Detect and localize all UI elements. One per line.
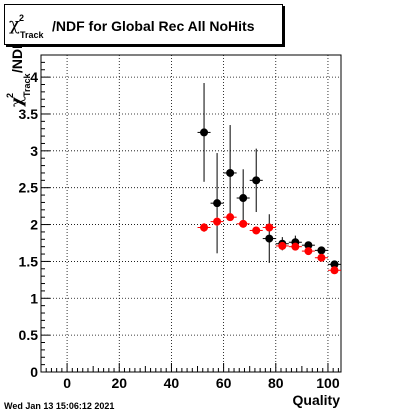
y-tick-label: 4 (30, 69, 38, 85)
marker (304, 247, 313, 256)
y-axis-label-symbol: χ (7, 96, 26, 107)
marker (252, 226, 261, 235)
y-tick-label: 0.5 (19, 327, 39, 343)
grid (41, 55, 341, 373)
marker (239, 219, 248, 228)
x-tick-label: 20 (111, 375, 127, 391)
data-point (210, 153, 224, 254)
marker (278, 241, 287, 250)
y-tick-label: 3.5 (19, 106, 39, 122)
title-subscript: Track (20, 30, 44, 40)
marker (330, 260, 339, 269)
y-tick-label: 2.5 (19, 180, 39, 196)
title-superscript: 2 (19, 13, 25, 23)
data-point (314, 246, 328, 255)
data-point (301, 247, 315, 256)
data-point (262, 223, 276, 232)
data-point (236, 219, 250, 228)
data-point (275, 241, 289, 250)
x-tick-label: 100 (316, 375, 340, 391)
data-point (197, 223, 211, 232)
marker (226, 168, 235, 177)
data-point (236, 169, 250, 227)
y-tick-label: 2 (30, 217, 38, 233)
y-tick-label: 1 (30, 290, 38, 306)
axis-ticks (40, 54, 339, 373)
data-point (314, 253, 328, 262)
y-tick-label: 0 (30, 364, 38, 380)
y-axis-label-subscript: Track (22, 72, 32, 97)
y-tick-label: 1.5 (19, 253, 39, 269)
marker (239, 194, 248, 203)
data-point (223, 125, 237, 221)
marker (226, 213, 235, 222)
data-point (249, 148, 263, 213)
x-tick-label: 40 (164, 375, 180, 391)
tick-labels: 0 20 40 60 80 100 0 0.5 1 1.5 2 2.5 3 3.5 4 (19, 69, 340, 391)
y-axis-label-suffix: /NDF (9, 40, 25, 73)
marker (291, 242, 300, 251)
marker (265, 223, 274, 232)
marker (252, 176, 261, 185)
y-axis-label-superscript: 2 (5, 93, 15, 98)
data-point (210, 217, 224, 227)
marker (200, 128, 209, 137)
x-axis-label: Quality (293, 392, 341, 408)
data-point (327, 266, 341, 275)
x-tick-label: 60 (216, 375, 232, 391)
marker (213, 199, 222, 208)
data-point (288, 242, 302, 251)
title-box: χ 2 Track /NDF for Global Rec All NoHits (4, 4, 283, 45)
marker (213, 217, 222, 226)
title-symbol: χ (9, 14, 20, 35)
data-point (249, 226, 263, 235)
marker (317, 253, 326, 262)
marker (317, 246, 326, 255)
marker (265, 234, 274, 243)
title-text: /NDF for Global Rec All NoHits (52, 18, 255, 34)
plot-frame (40, 54, 342, 373)
y-tick-label: 3 (30, 143, 38, 159)
marker (200, 223, 209, 232)
x-tick-label: 80 (268, 375, 284, 391)
marker (330, 266, 339, 275)
marker (304, 241, 313, 250)
data-point (223, 213, 237, 222)
data-point (262, 214, 276, 263)
y-axis-label: χ 2 Track /NDF (5, 40, 32, 107)
data-points (197, 83, 341, 275)
x-tick-label: 0 (63, 375, 71, 391)
data-point (197, 83, 211, 182)
footer-timestamp: Wed Jan 13 15:06:12 2021 (4, 401, 115, 411)
